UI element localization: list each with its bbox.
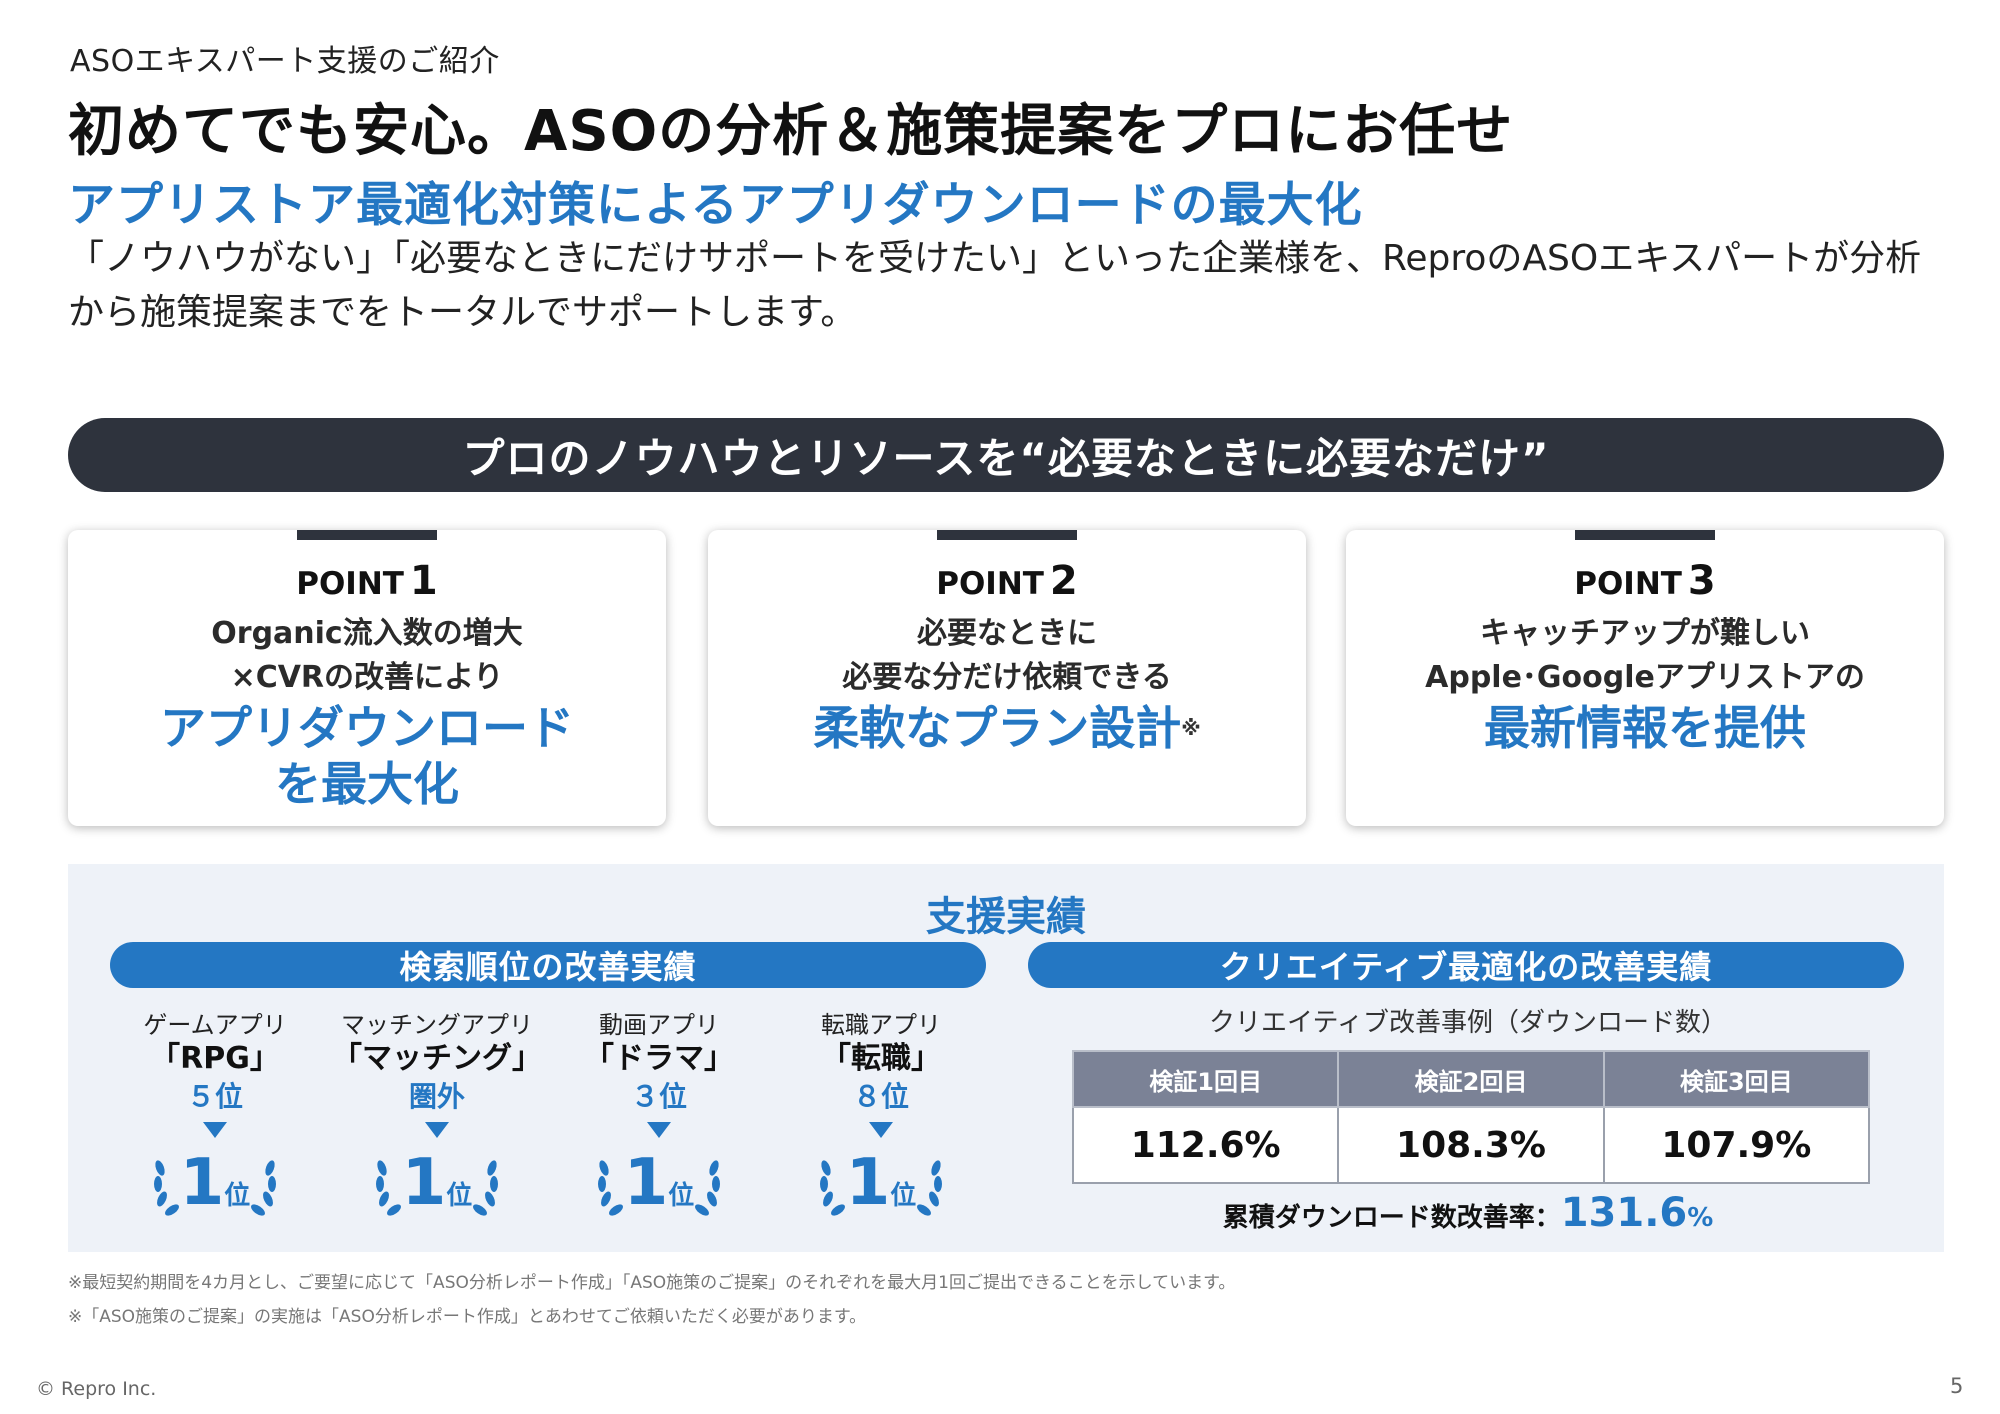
laurel-badge: 1位 (150, 1146, 280, 1220)
table-cell: 108.3% (1337, 1106, 1605, 1184)
laurel-badge: 1位 (816, 1146, 946, 1220)
ranking-after-number: 1 (623, 1146, 669, 1220)
ranking-keyword: 「転職」 (821, 1041, 941, 1076)
footnote-1: ※最短契約期間を4カ月とし、ご要望に応じて「ASO分析レポート作成」「ASO施策… (68, 1273, 1236, 1293)
ranking-after-unit: 位 (224, 1181, 251, 1211)
point-label: POINT (936, 566, 1044, 602)
laurel-badge: 1位 (372, 1146, 502, 1220)
point-line-2: Apple･Googleアプリストアの (1425, 660, 1865, 695)
point-highlight-1: 最新情報を提供 (1484, 701, 1806, 755)
page-description: 「ノウハウがない」「必要なときにだけサポートを受けたい」といった企業様を、Rep… (68, 238, 1922, 333)
ranking-category: 動画アプリ (599, 1011, 719, 1039)
point-line-2: 必要な分だけ依頼できる (842, 660, 1172, 695)
ranking-keyword: 「ドラマ」 (584, 1041, 734, 1076)
laurel-wreath-icon (598, 1160, 720, 1216)
page-number: 5 (1950, 1374, 1964, 1398)
point-number: 3 (1687, 558, 1716, 604)
card-tab (1575, 530, 1715, 540)
ranking-before: ３位 (630, 1080, 687, 1113)
point-number: 1 (409, 558, 438, 604)
table-header-row: 検証1回目 検証2回目 検証3回目 (1071, 1050, 1871, 1108)
ranking-after-unit: 位 (446, 1181, 473, 1211)
ranking-category: ゲームアプリ (143, 1011, 287, 1039)
point-label: POINT (1574, 566, 1682, 602)
ranking-after-number: 1 (845, 1146, 891, 1220)
point-heading: POINT 3 (1346, 558, 1944, 604)
point-highlight-1: 柔軟なプラン設計※ (708, 700, 1306, 756)
ranking-after-unit: 位 (890, 1181, 917, 1211)
table-cell: 107.9% (1602, 1106, 1871, 1184)
laurel-wreath-icon (376, 1160, 498, 1216)
section-kicker: ASOエキスパート支援のご紹介 (70, 44, 500, 79)
down-arrow-icon (425, 1122, 449, 1138)
point-line-1: Organic流入数の増大 (211, 616, 523, 651)
page-title: 初めてでも安心。ASOの分析＆施策提案をプロにお任せ (68, 99, 1514, 164)
card-tab (297, 530, 437, 540)
cumulative-value: 131.6 (1560, 1190, 1688, 1236)
table-header-cell: 検証2回目 (1337, 1050, 1605, 1108)
point-line-2: ×CVRの改善により (230, 660, 504, 695)
point-card-2: POINT 2 必要なときに 必要な分だけ依頼できる 柔軟なプラン設計※ (708, 530, 1306, 826)
search-ranking-pill: 検索順位の改善実績 (110, 942, 986, 988)
ranking-after: 1位 (372, 1146, 502, 1220)
point-note-mark: ※ (1181, 716, 1201, 740)
ranking-after-number: 1 (401, 1146, 447, 1220)
cumulative-improvement: 累積ダウンロード数改善率：131.6% (1068, 1190, 1868, 1236)
table-header-cell: 検証3回目 (1602, 1050, 1871, 1108)
ranking-after: 1位 (150, 1146, 280, 1220)
page-subtitle: アプリストア最適化対策によるアプリダウンロードの最大化 (68, 178, 1363, 233)
table-row: 112.6% 108.3% 107.9% (1071, 1106, 1871, 1184)
point-highlight-text: 柔軟なプラン設計 (813, 701, 1182, 755)
down-arrow-icon (869, 1122, 893, 1138)
creative-caption: クリエイティブ改善事例（ダウンロード数） (1209, 1008, 1727, 1038)
point-number: 2 (1049, 558, 1078, 604)
table-header-cell: 検証1回目 (1071, 1050, 1340, 1108)
headline-banner: プロのノウハウとリソースを“必要なときに必要なだけ” (68, 418, 1944, 492)
cumulative-label: 累積ダウンロード数改善率： (1222, 1203, 1561, 1233)
down-arrow-icon (203, 1122, 227, 1138)
ranking-item-job: 転職アプリ 「転職」 ８位 1位 (776, 1010, 986, 1220)
point-label: POINT (296, 566, 404, 602)
ranking-category: マッチングアプリ (341, 1011, 533, 1039)
copyright: © Repro Inc. (36, 1378, 157, 1400)
ranking-keyword: 「マッチング」 (332, 1041, 542, 1076)
point-highlight-2: を最大化 (275, 757, 459, 811)
point-line-1: キャッチアップが難しい (1480, 616, 1810, 651)
creative-results-table: 検証1回目 検証2回目 検証3回目 112.6% 108.3% 107.9% (1071, 1050, 1871, 1184)
down-arrow-icon (647, 1122, 671, 1138)
laurel-badge: 1位 (594, 1146, 724, 1220)
ranking-after: 1位 (816, 1146, 946, 1220)
point-heading: POINT 1 (68, 558, 666, 604)
results-title: 支援実績 (926, 894, 1086, 940)
point-card-3: POINT 3 キャッチアップが難しい Apple･Googleアプリストアの 最… (1346, 530, 1944, 826)
creative-pill: クリエイティブ最適化の改善実績 (1028, 942, 1904, 988)
ranking-after-unit: 位 (668, 1181, 695, 1211)
point-highlight-1: アプリダウンロード (160, 701, 574, 755)
results-panel: 支援実績 検索順位の改善実績 クリエイティブ最適化の改善実績 ゲームアプリ 「R… (68, 864, 1944, 1252)
table-cell: 112.6% (1071, 1106, 1340, 1184)
ranking-item-rpg: ゲームアプリ 「RPG」 ５位 1位 (110, 1010, 320, 1220)
footnote-2: ※「ASO施策のご提案」の実施は「ASO分析レポート作成」とあわせてご依頼いただ… (68, 1307, 867, 1327)
laurel-wreath-icon (820, 1160, 942, 1216)
cumulative-unit: % (1687, 1203, 1714, 1233)
ranking-before: 圏外 (408, 1080, 465, 1113)
point-heading: POINT 2 (708, 558, 1306, 604)
ranking-item-matching: マッチングアプリ 「マッチング」 圏外 1位 (332, 1010, 542, 1220)
point-card-1: POINT 1 Organic流入数の増大 ×CVRの改善により アプリダウンロー… (68, 530, 666, 826)
ranking-before: ８位 (852, 1080, 909, 1113)
point-line-1: 必要なときに (917, 616, 1097, 651)
ranking-before: ５位 (186, 1080, 243, 1113)
laurel-wreath-icon (154, 1160, 276, 1216)
card-tab (937, 530, 1077, 540)
ranking-category: 転職アプリ (821, 1011, 941, 1039)
ranking-keyword: 「RPG」 (150, 1041, 280, 1076)
ranking-after: 1位 (594, 1146, 724, 1220)
ranking-after-number: 1 (179, 1146, 225, 1220)
ranking-item-drama: 動画アプリ 「ドラマ」 ３位 1位 (554, 1010, 764, 1220)
